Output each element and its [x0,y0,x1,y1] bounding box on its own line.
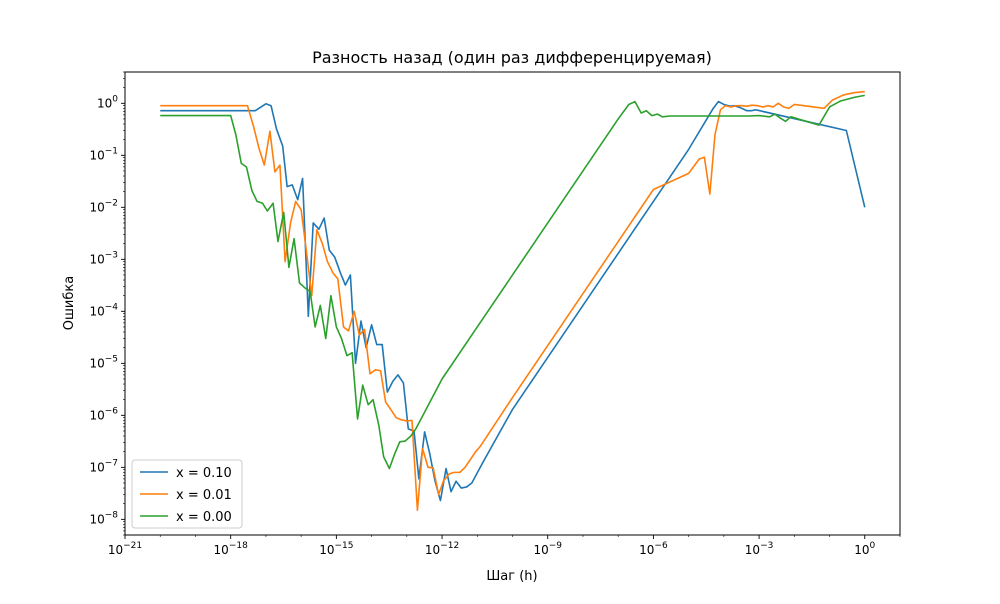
legend: x = 0.10 x = 0.01 x = 0.00 [131,459,243,529]
y-tick-label: 10−4 [89,302,118,318]
y-tick-label: 100 [97,94,118,110]
y-tick-label: 10−6 [89,406,118,422]
x-tick-label: 10−12 [425,541,459,557]
x-tick-label: 10−15 [319,541,353,557]
series-line-2 [160,94,865,470]
x-tick-label: 10−6 [639,541,668,557]
y-tick-label: 10−3 [89,250,118,266]
y-tick-label: 10−1 [89,146,118,162]
chart-title: Разность назад (один раз дифференцируема… [312,48,712,67]
y-tick-label: 10−2 [89,198,118,214]
plot-frame [124,71,901,536]
y-tick-label: 10−8 [89,510,118,526]
y-tick-label: 10−7 [89,458,118,474]
x-axis-label: Шаг (h) [486,569,537,584]
x-tick-label: 10−21 [108,541,142,557]
x-tick-label: 100 [854,541,875,557]
legend-label-2: x = 0.00 [176,510,232,525]
y-tick-label: 10−5 [89,354,118,370]
series-line-1 [160,90,865,511]
series-layer [160,90,866,511]
y-axis-label: Ошибка [62,276,77,330]
series-line-0 [160,100,866,502]
x-tick-label: 10−3 [745,541,774,557]
legend-label-0: x = 0.10 [176,466,232,481]
legend-frame [131,459,243,529]
x-tick-label: 10−18 [214,541,249,557]
x-tick-label: 10−9 [533,541,562,557]
legend-label-1: x = 0.01 [176,488,232,503]
